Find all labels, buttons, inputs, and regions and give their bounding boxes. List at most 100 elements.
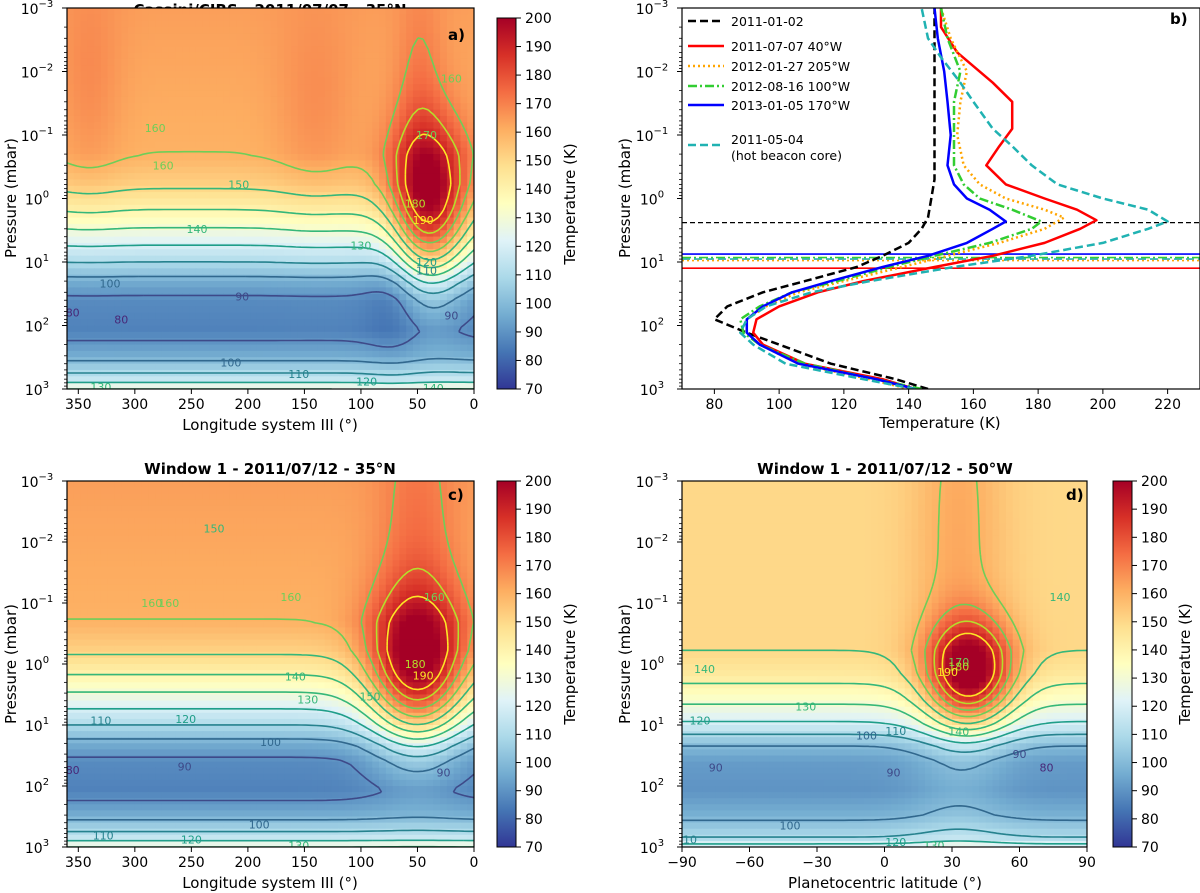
panel-a-cell — [412, 249, 421, 257]
panel-c-cell — [141, 487, 149, 494]
panel-a-cell — [182, 166, 190, 174]
panel-a-cell — [182, 268, 190, 276]
panel-c-cell — [311, 499, 319, 506]
panel-c-cell — [304, 487, 312, 494]
panel-a-cell — [256, 160, 265, 168]
panel-c-cell — [94, 499, 102, 506]
panel-a-cb-tick-label: 70 — [525, 382, 543, 398]
panel-a-cell — [446, 281, 455, 288]
panel-a-cell — [168, 242, 177, 250]
panel-c-cell — [392, 529, 400, 537]
panel-a-cell — [460, 65, 468, 73]
panel-a-cell — [385, 350, 394, 358]
panel-a-cell — [202, 331, 211, 339]
panel-a-cell — [385, 293, 394, 301]
panel-c-cell — [161, 542, 170, 549]
panel-a-cell — [73, 204, 82, 212]
panel-a-cell — [148, 293, 156, 301]
panel-a-cell — [304, 58, 312, 66]
panel-a-cell — [182, 58, 190, 66]
panel-a-cell — [406, 173, 414, 181]
panel-a-cell — [419, 325, 428, 333]
panel-a-cell — [80, 77, 88, 85]
panel-c-cell — [161, 493, 170, 500]
panel-a-cell — [161, 109, 170, 117]
panel-a-cell — [379, 306, 387, 314]
panel-b: b) 2011-01-02 2011-07-07 40°W 2012-01-27… — [616, 0, 1200, 432]
panel-a-cell — [250, 300, 258, 308]
panel-a-cell — [331, 230, 339, 238]
panel-c-cell — [216, 560, 224, 567]
panel-a-cell — [324, 115, 333, 123]
panel-a-cell — [263, 300, 272, 308]
panel-a-cell — [372, 211, 380, 219]
panel-a-contour-label: 140 — [187, 223, 208, 236]
panel-c-cell — [121, 548, 129, 555]
panel-a-cell — [453, 115, 462, 123]
panel-a-cell — [270, 281, 278, 288]
panel-c-cell — [406, 566, 414, 574]
panel-c-cell — [277, 566, 285, 574]
panel-a-cell — [385, 338, 394, 346]
panel-a-cell — [467, 211, 474, 219]
panel-a-cell — [107, 46, 116, 54]
panel-a-cell — [128, 58, 136, 66]
panel-a-cell — [419, 274, 428, 282]
panel-a-cell — [114, 147, 122, 155]
panel-c-cell — [168, 505, 177, 513]
panel-c-cell — [229, 523, 238, 531]
panel-a-cell — [372, 331, 380, 339]
panel-c-cell — [229, 511, 238, 519]
panel-a-cell — [290, 300, 299, 308]
panel-c-cell — [406, 584, 414, 592]
panel-a-cell — [351, 65, 360, 73]
panel-a-cell — [195, 52, 204, 60]
panel-a-cell — [161, 293, 170, 301]
panel-a-cell — [406, 344, 414, 352]
panel-c-cell — [236, 523, 244, 531]
panel-a-cell — [80, 306, 88, 314]
panel-a-cell — [250, 319, 258, 327]
panel-a-cell — [324, 65, 333, 73]
panel-a-cell — [358, 141, 367, 149]
panel-a-cell — [324, 185, 333, 193]
panel-c-cell — [372, 505, 380, 513]
panel-a-cell — [216, 319, 224, 327]
panel-a-cell — [345, 52, 353, 60]
panel-a-cell — [419, 39, 428, 47]
panel-a-cell — [209, 154, 217, 161]
panel-a-cell — [419, 122, 428, 130]
panel-a-cell — [161, 236, 170, 244]
panel-c-cell — [358, 584, 367, 592]
panel-a-cell — [284, 350, 292, 358]
panel-c-cell — [128, 523, 136, 531]
panel-a-cell — [80, 281, 88, 288]
panel-a-cb-tick-label: 100 — [525, 296, 552, 312]
panel-c-cell — [168, 548, 177, 555]
panel-a-cell — [426, 287, 434, 295]
panel-c-cell — [412, 511, 421, 519]
panel-a-cell — [406, 166, 414, 174]
panel-a-cell — [182, 262, 190, 269]
panel-a-cell — [94, 147, 102, 155]
panel-c-cell — [256, 572, 265, 580]
panel-a-cell — [358, 77, 367, 85]
panel-a-cell — [73, 128, 82, 136]
panel-a-cell — [412, 160, 421, 168]
panel-c-cell — [304, 535, 312, 543]
panel-a-cell — [311, 77, 319, 85]
panel-a-cell — [223, 65, 231, 73]
panel-a-cell — [270, 14, 278, 22]
panel-a-cell — [379, 122, 387, 130]
panel-a-cell — [453, 39, 462, 47]
panel-a-cell — [67, 46, 75, 54]
panel-a-cell — [399, 338, 407, 346]
panel-a-cell — [121, 8, 129, 15]
panel-a-cell — [73, 319, 82, 327]
panel-c-cell — [426, 523, 434, 531]
panel-a-cell — [284, 274, 292, 282]
panel-c-cell — [304, 499, 312, 506]
panel-a-cell — [256, 363, 265, 371]
panel-a-heatmap — [67, 8, 474, 389]
panel-a-cell — [297, 198, 306, 206]
